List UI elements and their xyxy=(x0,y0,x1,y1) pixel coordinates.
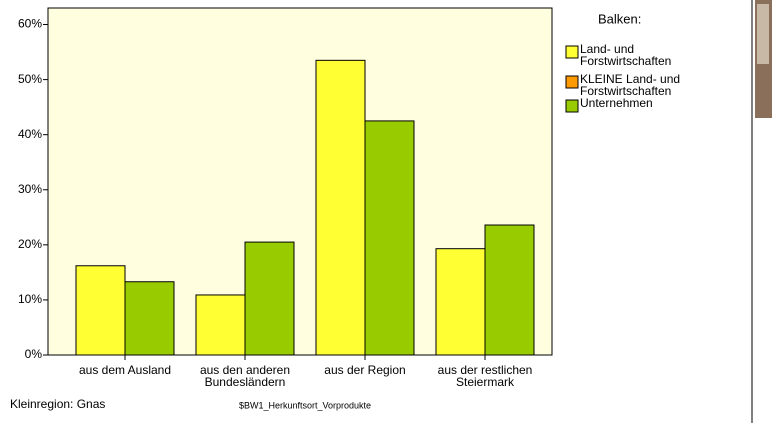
legend-swatch xyxy=(565,75,579,89)
y-tick-label: 60% xyxy=(18,17,42,31)
y-tick-label: 0% xyxy=(25,347,43,361)
legend-title: Balken: xyxy=(598,11,641,26)
footnote: Kleinregion: Gnas xyxy=(10,397,105,411)
plot-layer xyxy=(75,59,535,356)
legend-swatch xyxy=(565,45,579,59)
x-tick-label: aus dem Ausland xyxy=(78,363,172,377)
x-tick-label: aus den anderen Bundesländern xyxy=(199,363,291,389)
legend-label: KLEINE Land- und Forstwirtschaften xyxy=(580,72,681,98)
y-tick-label: 30% xyxy=(18,182,42,196)
legend-swatch xyxy=(565,99,579,113)
bar xyxy=(75,265,126,356)
bar xyxy=(435,248,486,356)
legend-label: Unternehmen xyxy=(580,96,653,110)
bar xyxy=(315,59,366,356)
bar xyxy=(195,294,246,356)
y-tick-label: 40% xyxy=(18,127,42,141)
y-tick-label: 50% xyxy=(18,72,42,86)
x-tick-label: aus der Region xyxy=(324,363,406,377)
bar xyxy=(364,120,415,356)
plot-frame xyxy=(47,7,553,356)
bar xyxy=(484,224,535,356)
bar xyxy=(124,281,175,356)
bar xyxy=(244,241,295,356)
x-tick-label: aus der restlichen Steiermark xyxy=(437,363,533,389)
y-tick-label: 10% xyxy=(18,292,42,306)
x-axis-label: $BW1_Herkunftsort_Vorprodukte xyxy=(239,400,371,410)
y-tick-label: 20% xyxy=(18,237,42,251)
photo-detail xyxy=(757,4,769,64)
legend-label: Land- und Forstwirtschaften xyxy=(580,42,672,68)
